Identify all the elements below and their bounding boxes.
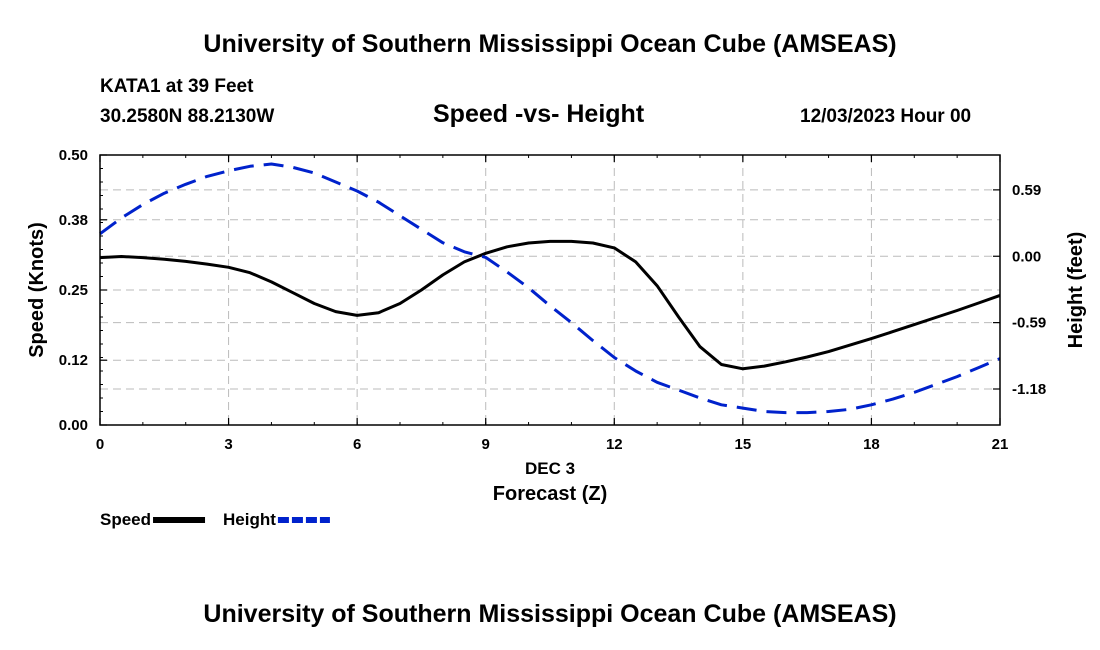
series-line-height bbox=[99, 162, 1001, 415]
date-label: DEC 3 bbox=[525, 459, 575, 478]
legend: Speed Height bbox=[100, 510, 330, 529]
x-tick-label: 18 bbox=[863, 436, 880, 453]
y-axis-label: Speed (Knots) bbox=[26, 222, 48, 358]
coords-label: 30.2580N 88.2130W bbox=[100, 106, 275, 127]
series-line-speed bbox=[99, 239, 1001, 371]
x-tick-label: 21 bbox=[992, 436, 1009, 453]
y2-tick-label: 0.00 bbox=[1012, 248, 1041, 265]
x-tick-label: 0 bbox=[96, 436, 104, 453]
x-tick-label: 12 bbox=[606, 436, 623, 453]
top-title: University of Southern Mississippi Ocean… bbox=[203, 30, 897, 58]
legend-label-speed: Speed bbox=[100, 510, 151, 529]
legend-label-height: Height bbox=[223, 510, 276, 529]
station-label: KATA1 at 39 Feet bbox=[100, 76, 254, 97]
y2-tick-label: 0.59 bbox=[1012, 182, 1041, 199]
y-tick-label: 0.12 bbox=[59, 352, 88, 369]
series-layer bbox=[99, 162, 1001, 415]
x-tick-label: 9 bbox=[482, 436, 490, 453]
y2-axis-label: Height (feet) bbox=[1065, 232, 1087, 349]
x-tick-label: 15 bbox=[735, 436, 752, 453]
x-axis-label: Forecast (Z) bbox=[493, 483, 607, 505]
datetime-label: 12/03/2023 Hour 00 bbox=[800, 106, 972, 127]
ticks: 0 3 6 9 12 15 18 21 0.00 0.12 0.25 0.38 0.50 -1.18 -0.… bbox=[59, 147, 1046, 453]
y-tick-label: 0.50 bbox=[59, 147, 88, 164]
x-tick-label: 3 bbox=[224, 436, 232, 453]
y-tick-label: 0.25 bbox=[59, 282, 88, 299]
y-tick-label: 0.00 bbox=[59, 417, 88, 434]
x-tick-label: 6 bbox=[353, 436, 361, 453]
y2-tick-label: -0.59 bbox=[1012, 315, 1046, 332]
y-tick-label: 0.38 bbox=[59, 212, 88, 229]
bottom-title: University of Southern Mississippi Ocean… bbox=[203, 600, 897, 628]
grid bbox=[100, 155, 1000, 425]
chart-title: Speed -vs- Height bbox=[433, 100, 645, 128]
y2-tick-label: -1.18 bbox=[1012, 381, 1046, 398]
